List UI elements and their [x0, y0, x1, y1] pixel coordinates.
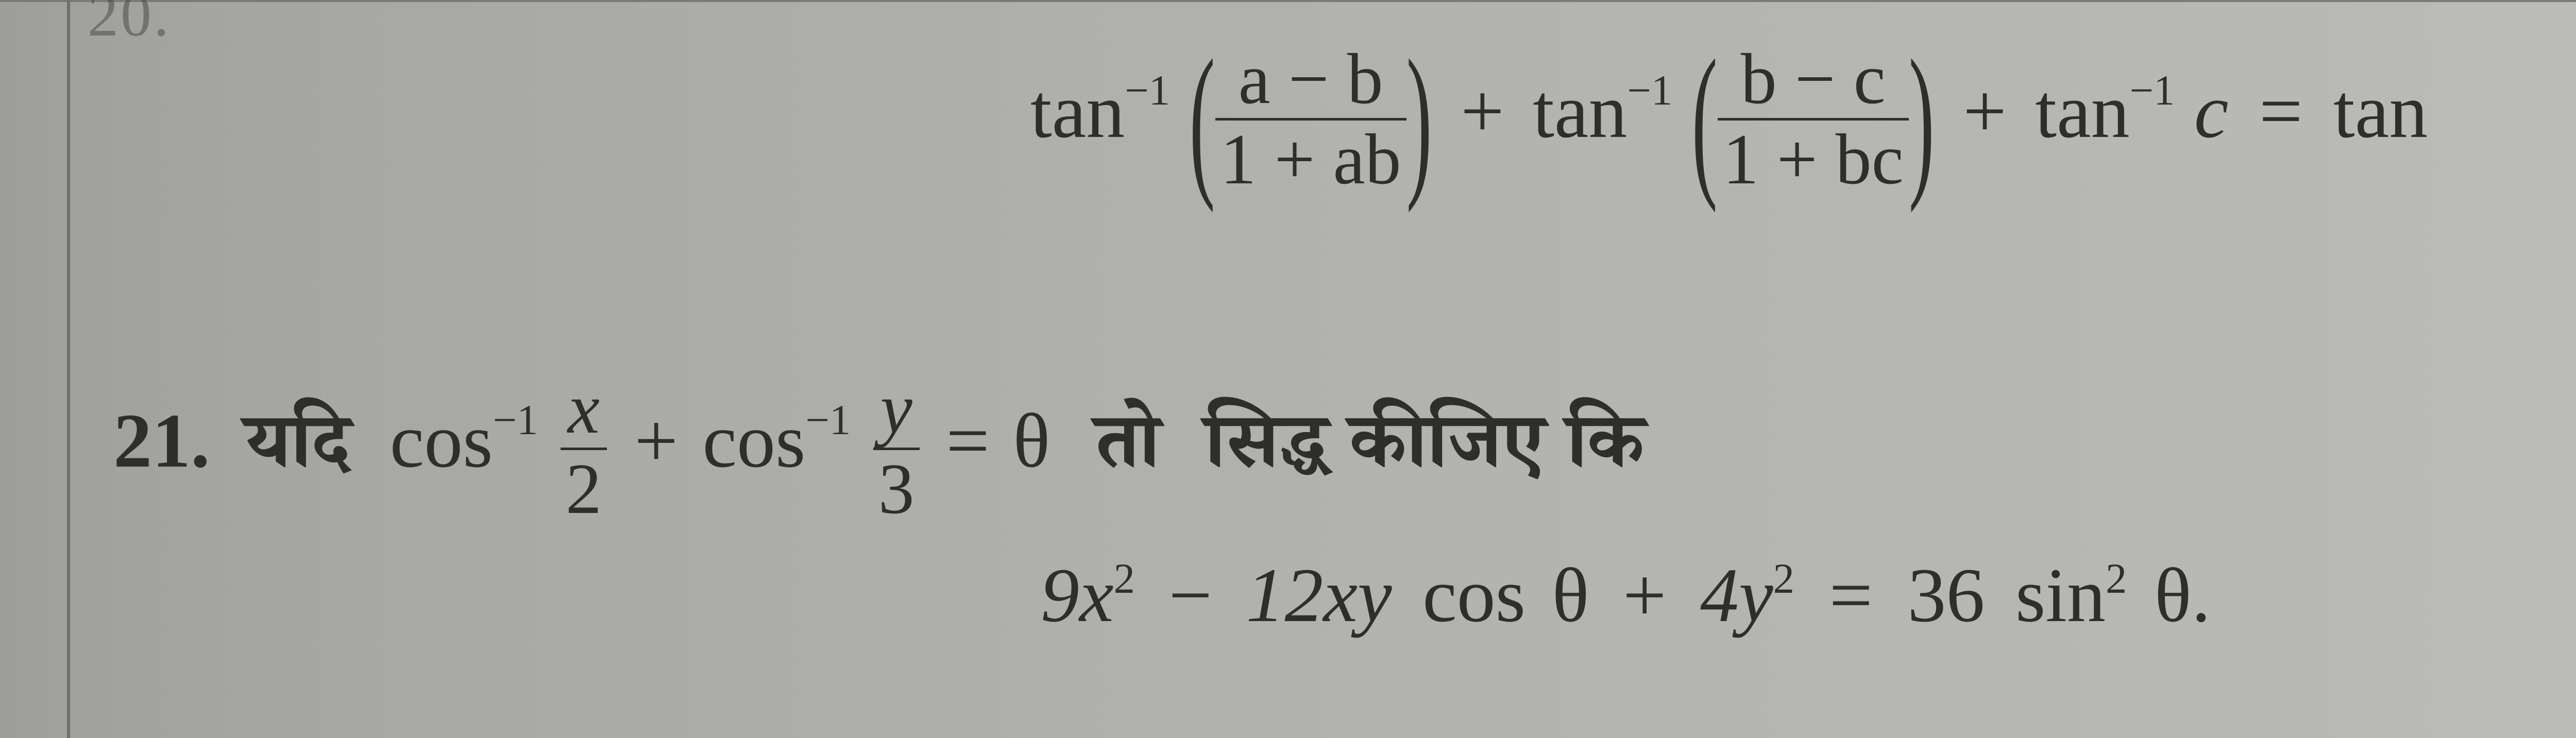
eq2-t2: 12xy: [1246, 553, 1392, 638]
eq1-frac1-den: 1 + ab: [1215, 118, 1406, 197]
left-margin-rule: [67, 0, 70, 738]
eq1-frac2-den: 1 + bc: [1718, 118, 1909, 197]
q21-yadi: यदि: [245, 394, 370, 515]
eq1-frac2-num: b − c: [1718, 41, 1909, 118]
eq2-sin-exp: 2: [2106, 555, 2127, 602]
q21-eq: =: [942, 398, 994, 484]
eq1-eq: =: [2248, 68, 2314, 154]
question-21-line: 21. यदि cos−1 x 2 + cos−1 y 3 = θ तो सिद…: [113, 371, 1645, 527]
eq1-inv2: −1: [1627, 66, 1672, 114]
eq1-plus1: +: [1451, 68, 1514, 154]
q21-frac1-num: x: [561, 371, 607, 448]
eq1-rp1: ): [1406, 22, 1432, 216]
eq2-t3-exp: 2: [1773, 555, 1794, 602]
eq1-frac2: b − c 1 + bc: [1718, 41, 1909, 197]
eq2-period: .: [2192, 553, 2211, 638]
q21-frac1-den: 2: [561, 448, 607, 527]
eq2-theta2: θ: [2146, 553, 2192, 638]
q21-frac1: x 2: [561, 371, 607, 527]
eq2-t1: 9x: [1041, 553, 1114, 638]
q21-frac2-den: 3: [873, 448, 920, 527]
eq1-rp2: ): [1909, 22, 1935, 216]
eq2-cos: cos: [1411, 553, 1533, 638]
q21-theta: θ: [1013, 398, 1050, 484]
eq1-tan1: tan: [1030, 68, 1125, 154]
q21-inv1: −1: [493, 396, 538, 443]
q21-cos2: cos: [703, 398, 806, 484]
q21-siddh: सिद्ध कीजिए कि: [1205, 394, 1645, 515]
eq1-frac1-num: a − b: [1215, 41, 1406, 118]
eq1-tan2: tan: [1533, 68, 1627, 154]
eq1-lp1: (: [1190, 22, 1215, 216]
q21-number: 21.: [113, 398, 226, 484]
eq1-lp2: (: [1692, 22, 1718, 216]
eq1-rhs: tan: [2333, 68, 2428, 154]
q21-inv2: −1: [805, 396, 851, 443]
eq1-inv3: −1: [2130, 66, 2175, 114]
equation-2: 9x2 − 12xy cos θ + 4y2 = 36 sin2 θ.: [1041, 551, 2211, 640]
q21-plus: +: [629, 398, 683, 484]
eq2-t1-exp: 2: [1114, 555, 1135, 602]
q21-to: तो: [1070, 394, 1185, 515]
eq1-tan3: tan: [2035, 68, 2129, 154]
eq2-rhs-n: 36: [1907, 553, 1985, 638]
prev-question-number: 20.: [88, 0, 171, 50]
eq2-t3: 4y: [1700, 553, 1773, 638]
eq2-theta1: θ: [1552, 553, 1589, 638]
q21-frac2: y 3: [873, 371, 920, 527]
eq2-eq: =: [1814, 553, 1888, 638]
eq2-minus: −: [1154, 553, 1227, 638]
q21-frac2-num: y: [873, 371, 920, 448]
eq2-plus: +: [1608, 553, 1681, 638]
top-paper-edge: [0, 0, 2576, 2]
eq1-inv1: −1: [1125, 66, 1170, 114]
eq2-sin: sin: [2004, 553, 2106, 638]
equation-1: tan−1 ( a − b 1 + ab ) + tan−1 ( b − c 1…: [1030, 41, 2428, 197]
eq1-c: c: [2194, 68, 2229, 154]
q21-cos1: cos: [390, 398, 493, 484]
page-surface: 20. tan−1 ( a − b 1 + ab ) + tan−1 ( b −…: [0, 0, 2576, 738]
eq1-frac1: a − b 1 + ab: [1215, 41, 1406, 197]
eq1-plus2: +: [1954, 68, 2016, 154]
